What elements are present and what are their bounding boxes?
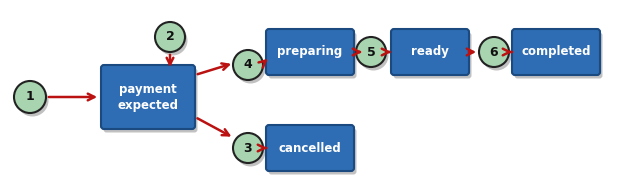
FancyBboxPatch shape (101, 65, 195, 129)
Text: 3: 3 (244, 142, 252, 154)
Circle shape (358, 41, 389, 71)
Text: 4: 4 (244, 58, 252, 72)
Text: 2: 2 (165, 30, 174, 43)
Circle shape (233, 50, 263, 80)
FancyBboxPatch shape (269, 33, 357, 79)
Text: ready: ready (411, 45, 449, 58)
FancyBboxPatch shape (394, 33, 471, 79)
Text: 5: 5 (367, 45, 375, 58)
FancyBboxPatch shape (266, 29, 354, 75)
Text: 1: 1 (26, 90, 34, 104)
Text: cancelled: cancelled (279, 142, 341, 154)
FancyBboxPatch shape (266, 125, 354, 171)
Circle shape (16, 84, 49, 116)
Circle shape (158, 26, 187, 56)
Circle shape (356, 37, 386, 67)
Circle shape (235, 53, 266, 83)
FancyBboxPatch shape (391, 29, 469, 75)
FancyBboxPatch shape (514, 33, 603, 79)
FancyBboxPatch shape (103, 68, 198, 132)
Text: payment
expected: payment expected (117, 82, 179, 112)
Circle shape (233, 133, 263, 163)
FancyBboxPatch shape (512, 29, 600, 75)
Circle shape (155, 22, 185, 52)
Text: 6: 6 (490, 45, 498, 58)
Circle shape (235, 136, 266, 167)
Circle shape (14, 81, 46, 113)
Circle shape (481, 41, 512, 71)
Circle shape (479, 37, 509, 67)
Text: preparing: preparing (278, 45, 343, 58)
Text: completed: completed (521, 45, 591, 58)
FancyBboxPatch shape (269, 129, 357, 175)
